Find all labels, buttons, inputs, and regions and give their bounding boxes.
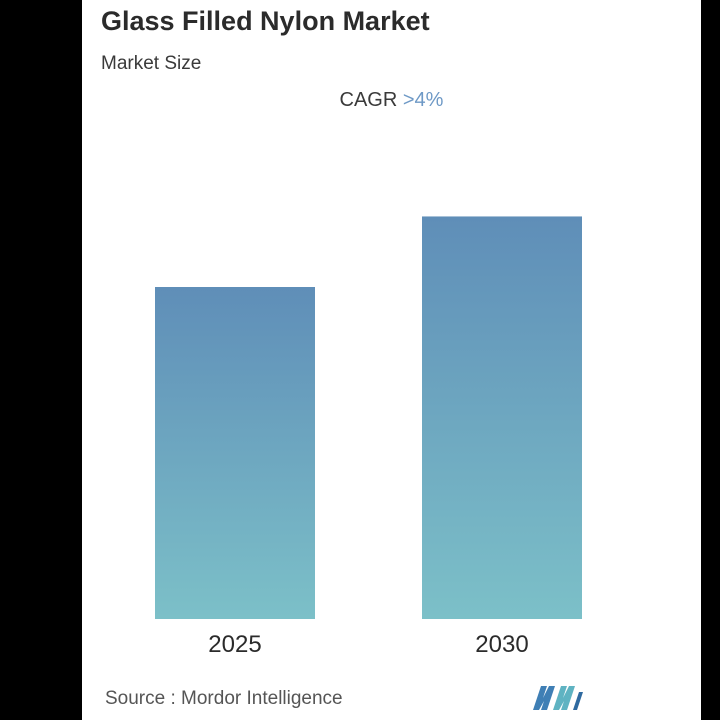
x-tick-label-2030: 2030 [475,631,528,658]
bars-group [155,216,582,619]
cagr-value: >4% [402,89,444,111]
bar-2025 [155,287,315,619]
mordor-intelligence-logo-icon [533,686,583,710]
x-axis-ticks: 2025 2030 [208,631,528,658]
x-tick-label-2025: 2025 [208,631,261,658]
source-note: Source : Mordor Intelligence [105,688,343,709]
chart-subtitle: Market Size [101,53,202,74]
chart-title: Glass Filled Nylon Market [101,6,430,36]
bar-2030 [422,216,582,619]
bar-chart: 2025 2030 [155,216,582,658]
cagr-label: CAGR [339,89,398,111]
chart-panel: Glass Filled Nylon Market Market Size CA… [82,0,701,720]
cagr-annotation: CAGR >4% [82,89,701,112]
